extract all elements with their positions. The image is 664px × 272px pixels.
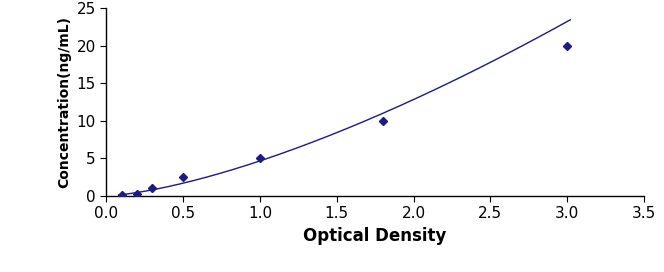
X-axis label: Optical Density: Optical Density [303, 227, 447, 245]
Y-axis label: Concentration(ng/mL): Concentration(ng/mL) [57, 16, 71, 188]
